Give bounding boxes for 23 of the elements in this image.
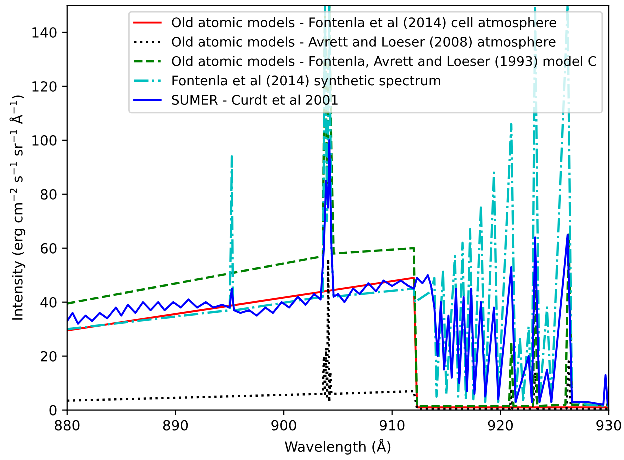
legend-label: Fontenla et al (2014) synthetic spectrum [172, 75, 440, 88]
x-tick-label: 920 [488, 420, 514, 431]
legend-label: Old atomic models - Fontenla, Avrett and Loeser (1993) model C [172, 56, 596, 68]
x-tick-label: 890 [163, 420, 188, 431]
y-tick-label: 0 [50, 405, 57, 416]
legend-label: SUMER - Curdt et al 2001 [172, 94, 338, 106]
line-series [67, 6, 610, 408]
y-tick-label: 20 [41, 351, 57, 362]
line-series [67, 139, 610, 406]
text: Intensity (erg cm$^{−2}$ s$^{−1}$ sr$^{−1}$ Å$^{−1}$) [10, 96, 26, 320]
x-tick-label: 900 [272, 420, 296, 431]
y-tick-label: 100 [32, 135, 57, 146]
y-tick-label: 140 [32, 27, 57, 38]
x-tick-label: 880 [55, 420, 80, 431]
y-tick-label: 120 [32, 81, 57, 92]
legend-label: Old atomic models - Fontenla et al (2014) cell atmosphere [172, 17, 556, 30]
y-tick-label: 60 [40, 243, 57, 254]
legend-label: Old atomic models - Avrett and Loeser (2008) atmosphere [172, 36, 556, 50]
x-axis-title: Wavelength (Å) [285, 439, 391, 455]
y-tick-label: 80 [40, 189, 57, 200]
x-tick-label: 910 [380, 420, 405, 431]
x-tick-label: 930 [596, 420, 622, 431]
y-tick-label: 40 [40, 297, 57, 308]
